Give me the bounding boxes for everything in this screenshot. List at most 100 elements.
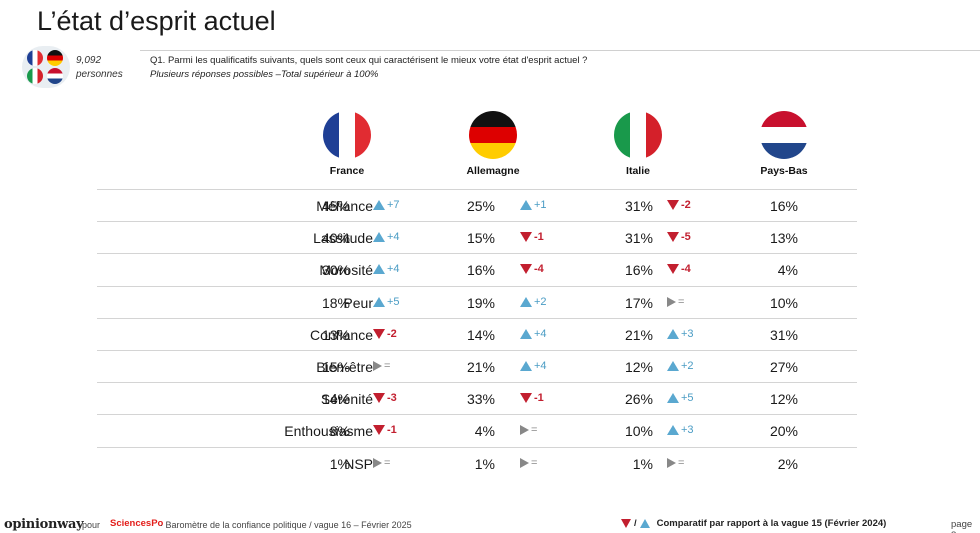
percent-value: 1%	[329, 455, 350, 472]
trend-indicator: +2	[667, 360, 694, 372]
table-row: Morosité 30% +4 16% -4 16% -4 4%	[97, 253, 857, 285]
legend-separator: /	[634, 518, 637, 529]
up-triangle-icon	[520, 296, 532, 307]
row-label: Sérénité	[320, 391, 373, 408]
trend-delta: +2	[681, 359, 694, 372]
netherlands-flag-icon	[47, 68, 63, 84]
table-row: Enthousiasme 8% -1 4% = 10% +3 20%	[97, 414, 857, 446]
right-triangle-icon	[373, 360, 382, 371]
percent-value: 21%	[624, 326, 653, 343]
page-title: L’état d’esprit actuel	[37, 6, 276, 36]
percent-value: 2%	[777, 455, 798, 472]
trend-indicator: -1	[520, 392, 544, 404]
percent-value: 45%	[321, 198, 350, 214]
percent-value: 8%	[329, 423, 350, 440]
germany-flag-icon	[47, 50, 63, 66]
up-triangle-icon	[373, 264, 385, 275]
france-flag-icon	[323, 111, 371, 159]
country-header-france: France	[329, 165, 365, 177]
down-triangle-icon	[373, 393, 385, 404]
trend-delta: =	[678, 295, 685, 308]
percent-value: 10%	[624, 423, 653, 440]
trend-delta: -2	[681, 199, 691, 211]
percent-value: 1%	[474, 455, 495, 472]
right-triangle-icon	[667, 457, 676, 468]
country-header-germany: Allemagne	[466, 165, 520, 177]
percent-value: 12%	[624, 358, 653, 375]
opinionway-logo: opinionway	[4, 517, 84, 532]
trend-delta: -4	[534, 263, 544, 276]
table-row: Méfiance 45% +7 25% +1 31% -2 16%	[97, 189, 857, 221]
trend-indicator: -5	[667, 231, 691, 243]
trend-indicator: +5	[373, 296, 400, 308]
question-note: Plusieurs réponses possibles –Total supé…	[150, 69, 379, 80]
trend-indicator: +3	[667, 328, 694, 340]
percent-value: 15%	[321, 358, 350, 375]
trend-indicator: =	[667, 457, 684, 469]
trend-delta: -4	[681, 263, 691, 276]
trend-indicator: -2	[373, 328, 397, 340]
trend-delta: -2	[387, 327, 397, 340]
trend-delta: =	[531, 456, 538, 469]
trend-indicator: -3	[373, 392, 397, 404]
trend-indicator: =	[520, 457, 537, 469]
italy-flag-icon	[614, 111, 662, 159]
trend-delta: +4	[534, 359, 547, 372]
trend-indicator: -4	[520, 263, 544, 275]
percent-value: 33%	[466, 391, 495, 408]
down-triangle-icon	[520, 393, 532, 404]
up-triangle-icon	[373, 296, 385, 307]
trend-indicator: -1	[373, 424, 397, 436]
row-label: Bien-être	[316, 358, 373, 375]
trend-delta: +5	[387, 295, 400, 308]
trend-legend: / Comparatif par rapport à la vague 15 (…	[621, 518, 886, 529]
right-triangle-icon	[520, 425, 529, 436]
percent-value: 10%	[769, 294, 798, 311]
trend-delta: +5	[681, 392, 694, 405]
percent-value: 15%	[466, 230, 495, 247]
footer-pour: pour	[82, 520, 101, 530]
trend-indicator: +4	[520, 328, 547, 340]
down-triangle-icon	[667, 232, 679, 243]
percent-value: 16%	[466, 262, 495, 279]
trend-indicator: -4	[667, 263, 691, 275]
percent-value: 19%	[466, 294, 495, 311]
percent-value: 13%	[769, 230, 798, 247]
question-block: Q1. Parmi les qualificatifs suivants, qu…	[150, 54, 587, 82]
title-divider	[140, 50, 980, 51]
country-header-italy: Italie	[626, 165, 650, 177]
up-triangle-icon	[520, 360, 532, 371]
up-triangle-icon	[520, 200, 532, 210]
trend-delta: -1	[534, 392, 544, 405]
netherlands-flag-icon	[760, 111, 808, 159]
down-triangle-icon	[520, 232, 532, 243]
trend-indicator: =	[373, 360, 390, 372]
up-triangle-icon	[667, 328, 679, 339]
up-triangle-icon	[667, 393, 679, 404]
percent-value: 30%	[321, 262, 350, 279]
legend-text: Comparatif par rapport à la vague 15 (Fé…	[656, 518, 887, 529]
percent-value: 31%	[624, 230, 653, 247]
page-number: page 8	[951, 519, 973, 533]
right-triangle-icon	[520, 457, 529, 468]
trend-delta: +3	[681, 327, 694, 340]
percent-value: 1%	[632, 455, 653, 472]
table-row: Lassitude 40% +4 15% -1 31% -5 13%	[97, 221, 857, 253]
percent-value: 21%	[466, 358, 495, 375]
percent-value: 25%	[466, 198, 495, 214]
percent-value: 27%	[769, 358, 798, 375]
trend-delta: +4	[387, 263, 400, 276]
trend-indicator: +4	[373, 231, 400, 243]
percent-value: 18%	[321, 294, 350, 311]
up-triangle-icon	[520, 328, 532, 339]
sample-count: 9,092	[76, 55, 102, 66]
trend-indicator: +2	[520, 296, 547, 308]
up-triangle-icon	[373, 200, 385, 210]
down-triangle-icon	[667, 264, 679, 275]
down-triangle-icon	[621, 519, 631, 528]
percent-value: 17%	[624, 294, 653, 311]
percent-value: 16%	[624, 262, 653, 279]
row-label: Lassitude	[313, 230, 373, 247]
trend-indicator: =	[373, 457, 390, 469]
percent-value: 14%	[466, 326, 495, 343]
